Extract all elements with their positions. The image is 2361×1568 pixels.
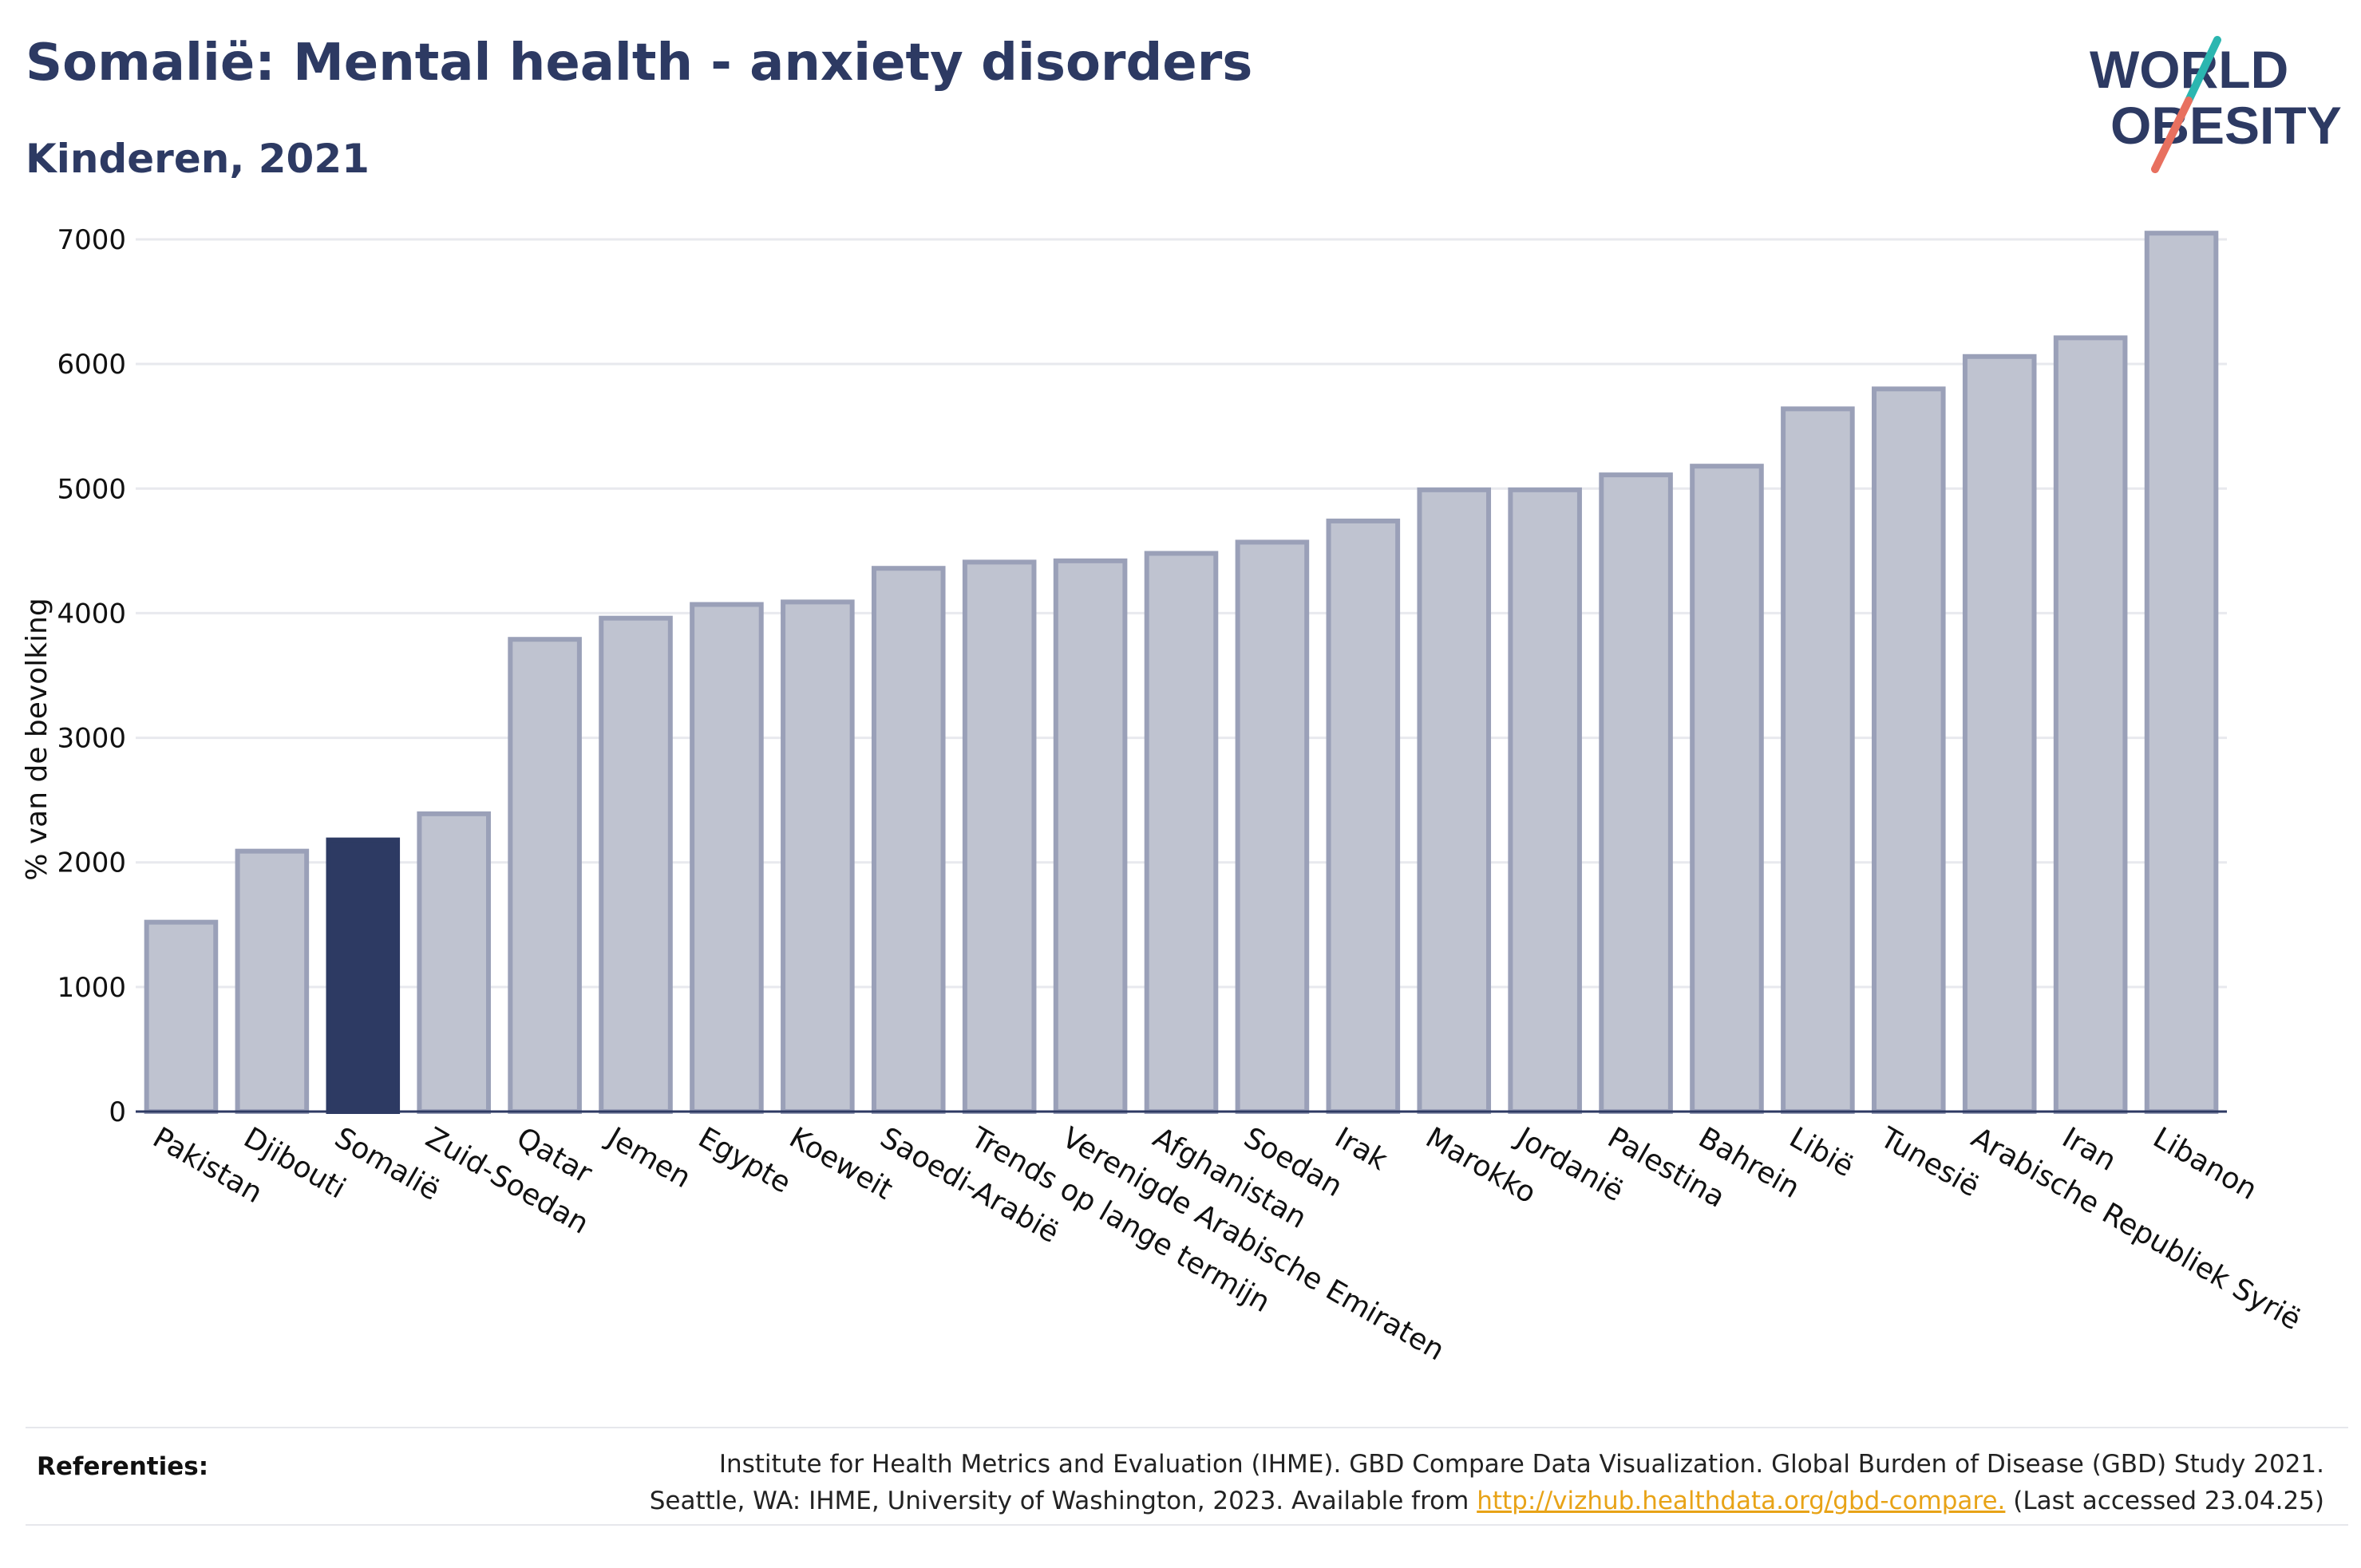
world-obesity-logo: WORLD OBESITY	[2090, 36, 2342, 173]
bar-iran	[2053, 335, 2128, 1114]
references-line2-suffix: (Last accessed 23.04.25)	[2005, 1487, 2324, 1515]
x-tick-label: Jemen	[600, 1120, 696, 1195]
logo-line2: OBESITY	[2110, 96, 2342, 155]
bar-irak	[1326, 518, 1401, 1114]
y-tick-label: 7000	[57, 224, 126, 256]
y-tick-label: 3000	[57, 723, 126, 755]
references-line1: Institute for Health Metrics and Evaluat…	[718, 1450, 2324, 1479]
y-axis-label: % van de bevolking	[21, 598, 53, 881]
logo-slash-top	[2185, 36, 2221, 105]
bar-tunesi-	[1872, 386, 1946, 1115]
bar-koeweit	[781, 599, 855, 1114]
x-tick-label: Egypte	[693, 1121, 797, 1200]
bar-jordani-	[1508, 487, 1582, 1114]
bar-arabische-republiek-syri-	[1962, 353, 2037, 1114]
y-tick-label: 0	[109, 1096, 126, 1128]
references-divider-top	[26, 1427, 2348, 1428]
bar-verenigde-arabische-emiraten	[1053, 558, 1128, 1114]
bar-bahrein	[1690, 464, 1764, 1114]
references-divider-bottom	[26, 1524, 2348, 1526]
bar-pakistan	[144, 919, 219, 1114]
bar-soedan	[1235, 539, 1310, 1114]
x-tick-label: Verenigde Arabische Emiraten	[1057, 1121, 1450, 1367]
y-tick-label: 1000	[57, 972, 126, 1004]
bar-jemen	[599, 615, 673, 1114]
y-tick-label: 2000	[57, 847, 126, 879]
references-label: Referenties:	[37, 1452, 209, 1481]
bar-djibouti	[235, 848, 310, 1114]
x-tick-label: Arabische Republiek Syrië	[1966, 1121, 2307, 1337]
references-link[interactable]: http://vizhub.healthdata.org/gbd-compare…	[1477, 1487, 2006, 1515]
y-axis-ticks: 0 1000 2000 3000 4000 5000 6000 7000	[57, 224, 126, 1128]
x-tick-label: Irak	[1329, 1121, 1393, 1177]
bar-libanon	[2144, 231, 2219, 1114]
x-tick-label: Libanon	[2148, 1121, 2263, 1207]
y-tick-label: 6000	[57, 349, 126, 381]
bar-libi-	[1781, 406, 1855, 1114]
bars	[144, 231, 2219, 1115]
x-tick-label: Tunesië	[1874, 1121, 1984, 1204]
bar-chart: 0 1000 2000 3000 4000 5000 6000 7000 PakistanDj…	[21, 224, 2306, 1367]
bar-qatar	[508, 637, 582, 1114]
bar-palestina	[1599, 472, 1673, 1114]
bar-marokko	[1417, 487, 1492, 1114]
logo-slash-bottom	[2151, 97, 2193, 173]
y-tick-label: 5000	[57, 473, 126, 505]
bar-saoedi-arabi-	[871, 566, 946, 1114]
page-subtitle: Kinderen, 2021	[26, 136, 370, 182]
references-text: Institute for Health Metrics and Evaluat…	[650, 1446, 2324, 1519]
bar-afghanistan	[1144, 551, 1219, 1114]
x-tick-label: Koeweit	[784, 1121, 898, 1206]
bar-egypte	[690, 602, 764, 1114]
references-line2: Seattle, WA: IHME, University of Washing…	[650, 1483, 2324, 1519]
logo-line1: WORLD	[2090, 40, 2288, 99]
y-tick-label: 4000	[57, 598, 126, 630]
references-line2-prefix: Seattle, WA: IHME, University of Washing…	[649, 1487, 1477, 1515]
bar-zuid-soedan	[417, 811, 491, 1114]
x-tick-label: Somalië	[329, 1121, 445, 1207]
page-title: Somalië: Mental health - anxiety disorde…	[26, 34, 1253, 93]
bar-trends-op-lange-termijn	[962, 559, 1037, 1114]
bar-somali-	[326, 837, 401, 1114]
